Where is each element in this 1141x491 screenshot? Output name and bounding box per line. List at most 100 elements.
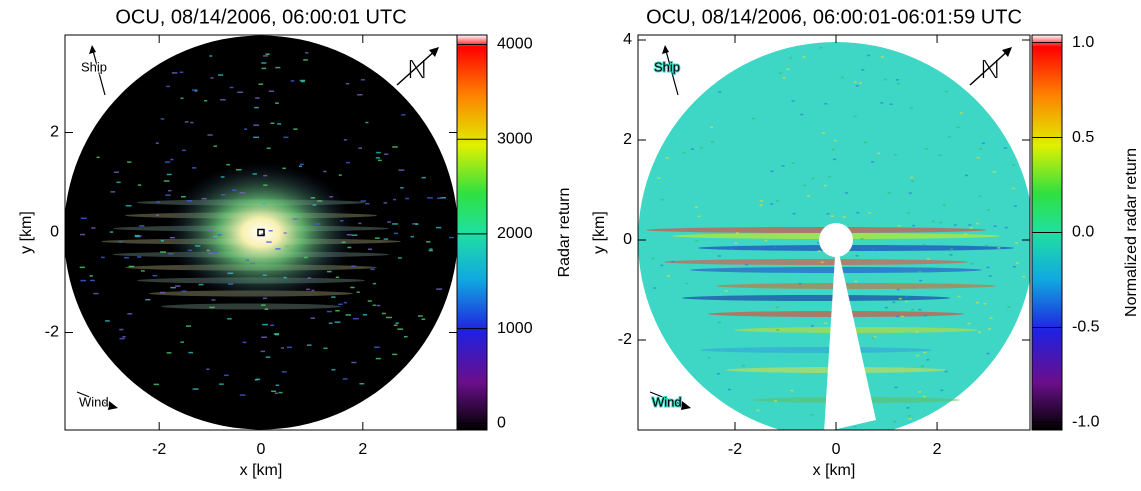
radar-image (65, 35, 457, 430)
radar-speck (671, 260, 675, 263)
radar-speck (905, 300, 909, 303)
radar-speck (375, 357, 381, 360)
radar-speck (893, 154, 897, 156)
radar-speck (873, 336, 877, 338)
radar-speck (381, 312, 386, 315)
radar-speck (855, 85, 859, 87)
radar-speck (304, 256, 308, 259)
radar-speck (660, 198, 664, 201)
radar-speck (351, 265, 356, 267)
radar-speck (307, 277, 312, 279)
radar-speck (137, 235, 142, 237)
radar-speck (918, 391, 922, 393)
radar-speck (774, 400, 778, 402)
radar-speck (651, 257, 655, 260)
radar-speck (840, 76, 844, 79)
radar-stripe (664, 259, 969, 265)
radar-speck (924, 314, 928, 317)
radar-speck (283, 232, 287, 234)
radar-speck (1022, 275, 1026, 278)
radar-speck (282, 167, 286, 170)
radar-speck (776, 329, 780, 331)
radar-speck (915, 331, 919, 334)
radar-speck (883, 78, 887, 81)
radar-speck (868, 212, 872, 214)
radar-speck (894, 386, 898, 389)
radar-speck (436, 226, 442, 229)
radar-speck (421, 176, 426, 179)
radar-speck (274, 392, 279, 395)
radar-speck (347, 246, 352, 249)
radar-speck (989, 317, 993, 319)
radar-speck (265, 53, 270, 55)
radar-speck (280, 347, 284, 349)
radar-speck (959, 112, 963, 114)
north-arrow (396, 48, 438, 86)
radar-speck (306, 288, 311, 291)
radar-speck (421, 318, 426, 321)
radar-speck (897, 82, 901, 85)
radar-speck (340, 220, 344, 222)
radar-speck (853, 425, 857, 428)
radar-speck (192, 388, 199, 390)
radar-speck (261, 62, 267, 64)
radar-speck (275, 248, 281, 250)
radar-speck (275, 102, 279, 104)
radar-speck (283, 136, 289, 139)
radar-speck (343, 301, 348, 304)
radar-speck (949, 254, 953, 256)
radar-speck (310, 197, 316, 199)
radar-speck (372, 282, 377, 285)
radar-speck (338, 303, 343, 306)
radar-speck (118, 240, 123, 243)
radar-speck (209, 306, 215, 309)
radar-speck (976, 301, 980, 304)
radar-speck (833, 158, 837, 161)
radar-speck (169, 236, 175, 239)
radar-speck (331, 368, 336, 371)
radar-speck (842, 216, 846, 218)
radar-speck (657, 177, 661, 179)
radar-speck (184, 121, 189, 123)
radar-speck (300, 80, 305, 83)
radar-speck (253, 124, 260, 126)
radar-speck (351, 234, 358, 236)
radar-speck (986, 352, 990, 355)
radar-speck (186, 200, 193, 202)
radar-speck (262, 323, 268, 326)
radar-speck (950, 248, 954, 250)
radar-speck (910, 309, 914, 311)
radar-speck (908, 192, 912, 194)
x-tick-label: 0 (257, 441, 266, 458)
radar-stripe (698, 245, 1015, 251)
radar-speck (685, 282, 689, 285)
radar-speck (912, 224, 916, 227)
radar-speck (227, 272, 234, 275)
radar-speck (854, 280, 858, 283)
radar-speck (206, 249, 210, 252)
radar-speck (181, 290, 187, 292)
radar-speck (707, 357, 711, 359)
radar-speck (887, 192, 891, 194)
radar-speck (395, 322, 399, 324)
radar-speck (254, 379, 259, 381)
radar-speck (352, 317, 359, 320)
radar-speck (759, 204, 763, 207)
radar-speck (323, 347, 328, 350)
radar-speck (152, 274, 158, 277)
y-tick-label: 0 (623, 231, 632, 248)
radar-speck (741, 364, 745, 367)
wind-arrowhead (108, 401, 118, 410)
wind-label: Wind (652, 394, 682, 409)
radar-speck (345, 82, 350, 85)
radar-speck (242, 341, 247, 344)
radar-speck (156, 201, 160, 203)
radar-speck (694, 206, 698, 208)
radar-speck (264, 308, 269, 310)
radar-speck (734, 242, 738, 245)
radar-speck (400, 187, 404, 189)
radar-speck (410, 235, 414, 238)
radar-speck (331, 296, 336, 298)
radar-speck (192, 167, 197, 169)
radar-speck (263, 184, 268, 186)
